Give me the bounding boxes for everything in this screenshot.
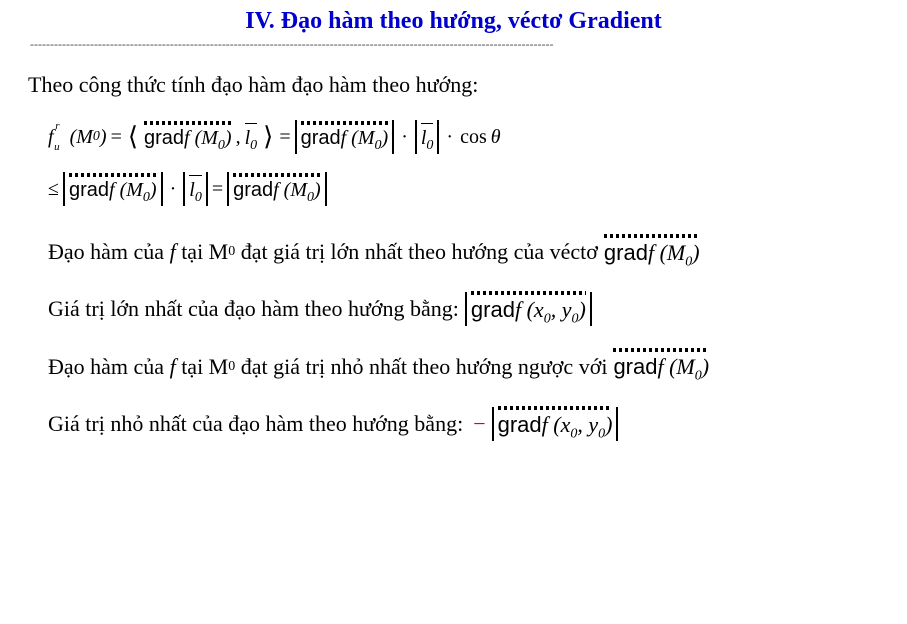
equals-3: = bbox=[212, 178, 223, 201]
line6-text: Giá trị nhỏ nhất của đạo hàm theo hướng … bbox=[48, 411, 463, 437]
grad-inline-2: gradf (M0) bbox=[613, 348, 709, 384]
grad-vector-1: gradf (M0) bbox=[144, 121, 232, 154]
equation-2: ≤ gradf (M0) · l0 = gradf (M0) bbox=[48, 172, 887, 206]
f-symbol: f bbox=[48, 126, 54, 149]
grad-norm-xy-1: gradf (x0, y0) bbox=[465, 292, 592, 326]
dot-2: · bbox=[443, 126, 456, 149]
minus-sign: − bbox=[473, 411, 485, 437]
line5-a: Đạo hàm của bbox=[48, 354, 170, 380]
cos-theta: cosθ bbox=[460, 126, 501, 149]
intro-text: Theo công thức tính đạo hàm đạo hàm theo… bbox=[28, 72, 478, 98]
dot-1: · bbox=[398, 126, 411, 149]
equals-2: = bbox=[279, 126, 290, 149]
m0-arg: (M0) bbox=[70, 126, 107, 149]
document-page: IV. Đạo hàm theo hướng, véctơ Gradient -… bbox=[0, 0, 907, 441]
comma: , bbox=[236, 126, 241, 149]
norm-grad-3: gradf (M0) bbox=[227, 172, 327, 206]
norm-grad-1: gradf (M0) bbox=[295, 120, 395, 154]
line3-a: Đạo hàm của bbox=[48, 239, 170, 265]
line-4: Giá trị lớn nhất của đạo hàm theo hướng … bbox=[48, 292, 887, 326]
intro-line: Theo công thức tính đạo hàm đạo hàm theo… bbox=[28, 72, 887, 98]
norm-l0-2: l0 bbox=[183, 172, 208, 206]
line5-c: đạt giá trị nhỏ nhất theo hướng ngược vớ… bbox=[235, 354, 607, 380]
equation-1: f r u (M0) = ⟨ gradf (M0) , l0 ⟩ = gradf… bbox=[48, 120, 887, 154]
fprime-sup: r bbox=[55, 120, 59, 132]
line3-c: đạt giá trị lớn nhất theo hướng của véct… bbox=[235, 239, 598, 265]
fprime-sub: u bbox=[54, 141, 60, 153]
line3-sub: 0 bbox=[228, 244, 235, 260]
neg-grad-norm-xy: − gradf (x0, y0) bbox=[469, 407, 618, 441]
page-title: IV. Đạo hàm theo hướng, véctơ Gradient bbox=[120, 8, 787, 35]
grad-inline-1: gradf (M0) bbox=[604, 234, 700, 270]
angle-open: ⟨ bbox=[126, 122, 140, 152]
angle-close: ⟩ bbox=[261, 122, 275, 152]
leq: ≤ bbox=[48, 178, 59, 201]
dot-3: · bbox=[167, 178, 180, 201]
line5-sub: 0 bbox=[228, 359, 235, 375]
line-5: Đạo hàm của f tại M 0 đạt giá trị nhỏ nh… bbox=[48, 348, 887, 384]
l0-vector: l0 bbox=[245, 121, 258, 154]
line4-text: Giá trị lớn nhất của đạo hàm theo hướng … bbox=[48, 296, 459, 322]
norm-l0-1: l0 bbox=[415, 120, 440, 154]
fprime: f r u bbox=[48, 126, 54, 149]
line5-b: tại M bbox=[176, 354, 229, 380]
norm-grad-2: gradf (M0) bbox=[63, 172, 163, 206]
line-6: Giá trị nhỏ nhất của đạo hàm theo hướng … bbox=[48, 407, 887, 441]
equals-1: = bbox=[111, 126, 122, 149]
line3-b: tại M bbox=[176, 239, 229, 265]
dashed-rule: ----------------------------------------… bbox=[30, 37, 887, 52]
line-3: Đạo hàm của f tại M 0 đạt giá trị lớn nh… bbox=[48, 234, 887, 270]
